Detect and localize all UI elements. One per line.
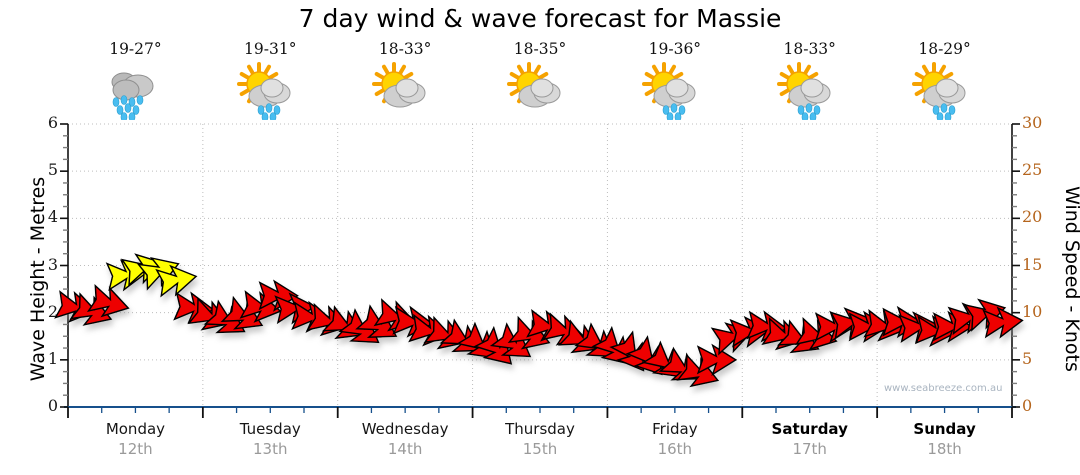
- x-label-monday: Monday 12th: [68, 420, 203, 460]
- day-name: Tuesday: [239, 420, 301, 438]
- x-label-sunday: Sunday 18th: [877, 420, 1012, 460]
- left-tick-4: 4: [47, 207, 58, 227]
- sun-cloud-rain-icon: [203, 60, 338, 120]
- rain-icon: [68, 60, 203, 120]
- wind-arrow: [897, 311, 940, 344]
- sun-cloud-rain-icon: [877, 60, 1012, 120]
- day-date: 16th: [657, 440, 693, 458]
- day-date: 12th: [118, 440, 153, 458]
- wind-arrow: [829, 307, 872, 340]
- right-tick-10: 10: [1022, 301, 1043, 321]
- wind-arrow: [274, 292, 316, 325]
- wind-arrow: [155, 264, 198, 298]
- wind-arrow: [794, 317, 838, 351]
- wind-arrow: [776, 319, 820, 354]
- wind-arrow: [814, 310, 856, 344]
- wind-arrow: [203, 299, 246, 334]
- day-header-sunday: 18-29°: [877, 38, 1012, 124]
- temp-range-monday: 19-27°: [109, 40, 162, 58]
- day-header-friday: 19-36°: [607, 38, 742, 124]
- x-label-tuesday: Tuesday 13th: [203, 420, 338, 460]
- x-label-saturday: Saturday 17th: [742, 420, 877, 460]
- wind-arrow: [932, 310, 974, 344]
- day-name: Wednesday: [361, 420, 449, 438]
- page-title: 7 day wind & wave forecast for Massie: [298, 4, 782, 33]
- temp-range-saturday: 18-33°: [783, 40, 836, 58]
- wind-arrow: [392, 305, 434, 338]
- right-tick-0: 0: [1022, 396, 1033, 415]
- day-name: Saturday: [771, 420, 848, 438]
- day-header-wednesday: 18-33°: [338, 38, 473, 124]
- left-tick-3: 3: [47, 254, 58, 274]
- left-tick-2: 2: [47, 301, 58, 321]
- temp-range-thursday: 18-35°: [513, 40, 567, 58]
- wind-arrow: [105, 259, 148, 292]
- sun-cloud-rain-icon: [607, 60, 742, 120]
- day-date: 17th: [792, 440, 827, 458]
- wind-arrow: [696, 343, 738, 377]
- wind-arrow: [982, 306, 1024, 339]
- day-date: 14th: [387, 440, 423, 458]
- wind-arrow: [609, 330, 645, 372]
- day-date: 13th: [253, 440, 288, 458]
- temp-range-tuesday: 19-31°: [244, 40, 297, 58]
- day-header-saturday: 18-33°: [742, 38, 877, 124]
- wind-arrow: [914, 314, 957, 348]
- temp-range-sunday: 18-29°: [918, 40, 971, 58]
- watermark: www.seabreeze.com.au: [884, 383, 1003, 394]
- sun-cloud-icon: [338, 60, 473, 120]
- day-name: Sunday: [913, 420, 976, 438]
- day-date: 15th: [522, 440, 558, 458]
- wind-arrow: [86, 284, 130, 318]
- x-label-friday: Friday 16th: [607, 420, 742, 460]
- x-label-wednesday: Wednesday 14th: [338, 420, 473, 460]
- wind-arrow: [173, 291, 215, 324]
- temp-range-wednesday: 18-33°: [378, 40, 432, 58]
- sun-cloud-icon: [473, 60, 608, 120]
- right-tick-15: 15: [1022, 254, 1043, 274]
- day-header-thursday: 18-35°: [473, 38, 608, 124]
- right-tick-5: 5: [1022, 348, 1033, 368]
- wind-arrow: [746, 310, 788, 343]
- right-tick-25: 25: [1022, 160, 1043, 180]
- wind-arrow: [863, 309, 906, 342]
- day-header-tuesday: 19-31°: [203, 38, 338, 124]
- x-label-thursday: Thursday 15th: [473, 420, 608, 460]
- sun-cloud-rain-icon: [742, 60, 877, 120]
- day-name: Friday: [652, 420, 698, 438]
- left-tick-5: 5: [47, 160, 58, 180]
- wind-arrow: [591, 325, 631, 365]
- left-tick-0: 0: [47, 396, 58, 415]
- left-tick-6: 6: [47, 113, 58, 132]
- wind-arrow: [848, 310, 889, 344]
- day-name: Thursday: [505, 420, 575, 438]
- right-tick-20: 20: [1022, 207, 1043, 227]
- temp-range-friday: 19-36°: [648, 40, 702, 58]
- day-date: 18th: [927, 440, 962, 458]
- day-header-monday: 19-27°: [68, 38, 203, 124]
- left-tick-1: 1: [47, 348, 58, 368]
- right-tick-30: 30: [1022, 113, 1043, 132]
- day-name: Monday: [105, 420, 166, 438]
- wind-arrow: [258, 279, 299, 312]
